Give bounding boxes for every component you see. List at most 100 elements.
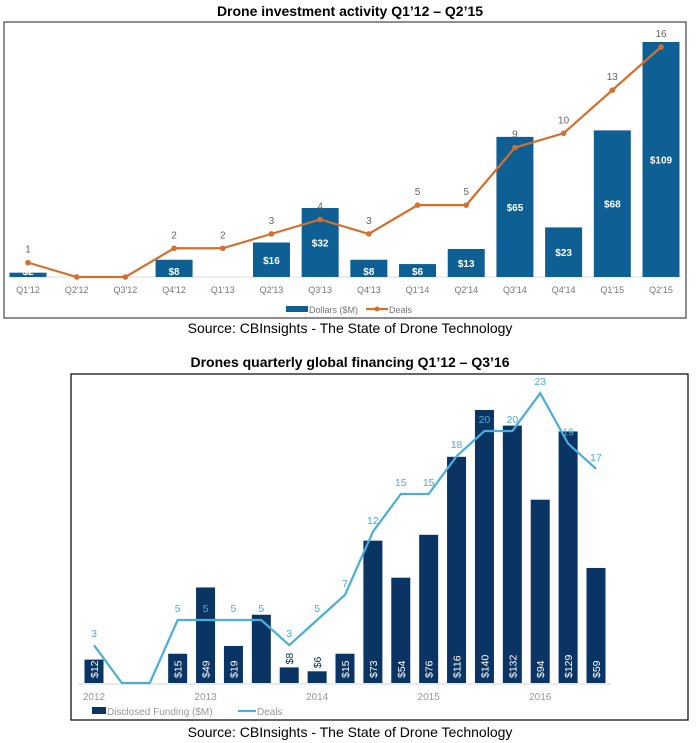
chart2-bar-0 [84,659,104,683]
chart2-bar-4 [196,587,216,683]
chart2-bar-7 [279,667,299,683]
chart2-deals-label-17: 19 [562,427,574,439]
chart1-deals-point-1 [73,274,80,280]
chart2-legend-bar-swatch [92,707,106,714]
chart2-frame [70,373,689,721]
chart1-deals-point-10 [512,144,518,151]
chart1-bar-label-7: $8 [363,267,375,278]
chart1-deals-point-7 [366,231,372,237]
chart1-deals-label-6: 4 [317,202,323,213]
chart1-bar-9 [447,248,485,277]
chart1-deals-point-0 [25,259,31,266]
chart1-bar-label-3: $8 [169,267,181,278]
chart1-bar-label-8: $6 [412,267,424,278]
chart2-bar-11 [391,577,411,683]
chart1-legend-bar-label: Dollars ($M) [309,305,358,315]
chart2-bar-5 [223,645,243,683]
chart2-title: Drones quarterly global financing Q1’12 … [190,354,510,370]
chart2-deals-label-9: 7 [342,578,348,590]
chart1-bar-label-11: $23 [555,248,572,259]
chart2-year-tick-0: 2012 [83,692,106,703]
chart2-bar-label-4: $49 [201,660,213,678]
chart2-bar-label-11: $54 [396,660,408,678]
chart1-deals-line [27,46,662,279]
chart1-x-tick-9: Q2'14 [454,285,478,295]
chart2-bar-14 [474,410,494,683]
chart2-bar-10 [363,540,383,683]
chart1-bar-label-6: $32 [312,239,329,250]
chart2-deals-label-13: 18 [451,439,463,451]
chart1-deals-label-7: 3 [366,216,372,227]
chart1-x-tick-3: Q4'12 [162,285,186,295]
chart2-legend-line-label: Deals [257,707,283,718]
chart2-bar-label-15: $132 [507,654,519,678]
chart1-deals-point-5 [268,231,275,237]
chart2-source: Source: CBInsights - The State of Drone … [187,724,513,740]
chart2-deals-label-6: 5 [258,603,264,615]
chart2-bar-8 [307,671,327,683]
chart1-bar-5 [252,242,290,277]
chart2-deals-label-7: 3 [286,628,292,640]
chart1-deals-label-13: 16 [655,29,667,40]
chart1-bar-13 [642,42,680,277]
chart2-bar-label-12: $76 [424,660,436,678]
chart2-deals-line [93,391,597,685]
chart2-deals-label-3: 5 [175,603,181,615]
chart2-bar-label-13: $116 [452,655,464,678]
chart2-bar-label-9: $15 [340,660,352,678]
chart2-deals-label-16: 23 [534,376,546,388]
chart1-deals-label-10: 9 [512,130,518,141]
chart1-bar-0 [9,272,47,277]
chart1-source: Source: CBInsights - The State of Drone … [187,320,513,336]
chart2-deals-label-18: 17 [590,452,602,464]
chart2-bar-3 [168,653,188,683]
chart1-deals-point-6 [317,216,323,223]
chart2-bar-18 [586,567,606,683]
chart1-bar-8 [399,264,437,277]
chart1-legend-bar-swatch [286,306,308,312]
chart1-x-tick-12: Q1'15 [600,285,624,295]
chart1-x-tick-6: Q3'13 [308,285,332,295]
chart1-deals-label-4: 2 [220,230,226,241]
chart1-x-tick-10: Q3'14 [503,285,527,295]
chart1-deals-point-9 [463,202,470,208]
chart1-deals-point-8 [414,202,421,208]
chart1-bar-7 [350,259,388,277]
chart1-deals-label-12: 13 [607,72,619,83]
chart2-bar-9 [335,653,355,683]
chart2-bar-label-8: $6 [312,656,324,668]
chart1-bar-label-0: $2 [22,267,34,278]
chart2-bar-label-17: $129 [563,654,575,678]
chart2-bar-label-16: $94 [535,660,547,678]
chart1-title: Drone investment activity Q1’12 – Q2’15 [216,3,484,19]
chart2-bar-label-5: $19 [228,660,240,678]
chart2-bar-label-14: $140 [479,654,491,678]
chart2-bar-6 [251,614,271,683]
chart2-deals-label-5: 5 [231,603,237,615]
chart1-x-tick-11: Q4'14 [552,285,576,295]
chart1-deals-point-2 [122,274,129,280]
chart1-x-tick-5: Q2'13 [260,285,284,295]
chart1-bar-3 [155,259,193,277]
chart1-bar-label-10: $65 [507,203,524,214]
chart2-deals-label-4: 5 [203,603,209,615]
chart2-bar-16 [530,499,550,683]
chart1-bar-label-13: $109 [650,156,673,167]
chart1-x-tick-7: Q4'13 [357,285,381,295]
chart2-deals-label-15: 20 [506,414,518,426]
chart2-legend-bar-label: Disclosed Funding ($M) [107,707,213,718]
chart2-bar-12 [419,534,439,683]
chart1-deals-point-4 [219,245,226,252]
chart2-bar-label-7: $8 [284,653,296,665]
chart2-bar-label-10: $73 [368,660,380,678]
chart1-deals-label-8: 5 [415,187,421,198]
chart1-deals-label-11: 10 [558,115,570,126]
chart2-deals-label-10: 12 [367,515,379,527]
chart1-deals-point-3 [171,245,177,252]
chart2-deals-label-8: 5 [314,603,320,615]
chart1-bar-label-12: $68 [604,200,621,211]
chart2-year-tick-12: 2015 [418,692,441,703]
chart2-bar-13 [447,456,467,683]
chart1-x-tick-2: Q3'12 [114,285,138,295]
